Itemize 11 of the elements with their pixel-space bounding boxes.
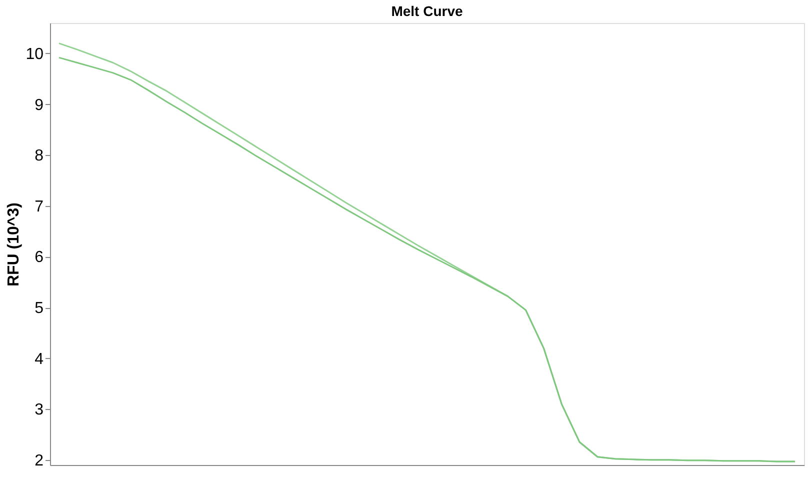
y-tick-label: 5: [34, 300, 44, 318]
y-tick-label: 9: [34, 96, 44, 114]
y-axis-title: RFU (10^3): [6, 202, 23, 287]
y-tick-label: 8: [34, 148, 44, 165]
chart-title: Melt Curve: [391, 3, 463, 19]
y-tick-label: 10: [26, 46, 44, 63]
y-tick-label: 4: [34, 350, 44, 368]
y-tick-label: 6: [34, 249, 44, 266]
y-tick-label: 7: [34, 198, 44, 216]
y-tick-label: 2: [34, 452, 44, 470]
y-tick-label: 3: [34, 402, 44, 419]
